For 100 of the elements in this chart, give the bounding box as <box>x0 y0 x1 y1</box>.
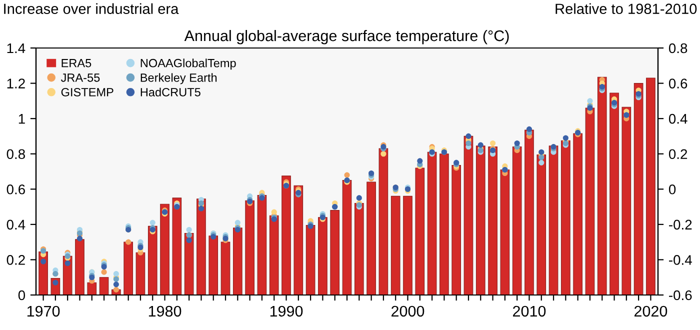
bar <box>245 200 254 295</box>
bar <box>646 78 656 295</box>
bar <box>124 242 133 295</box>
point <box>113 271 119 277</box>
point <box>526 126 532 132</box>
y2-tick-label: 0 <box>668 184 676 194</box>
bar <box>184 232 194 295</box>
x-tick-label: 1990 <box>270 306 303 317</box>
y-tick-label: 0 <box>18 290 26 300</box>
bar <box>354 202 364 295</box>
point <box>76 236 83 242</box>
point <box>356 195 362 201</box>
legend-label: HadCRUT5 <box>140 88 200 96</box>
bar <box>610 92 619 295</box>
point <box>40 258 46 264</box>
legend-label: JRA-55 <box>60 74 100 82</box>
bar <box>548 146 558 295</box>
bar <box>573 133 582 295</box>
bar <box>524 130 534 295</box>
bar <box>378 148 388 295</box>
y-tick-label: 0.6 <box>6 184 25 194</box>
y2-tick-label: 0.4 <box>668 114 688 124</box>
bar <box>282 176 291 295</box>
bar <box>342 180 352 295</box>
y2-tick-label: 0.6 <box>668 78 688 88</box>
bar <box>160 204 170 295</box>
point <box>186 226 192 232</box>
y-axis-title: Increase over industrial era <box>4 3 179 14</box>
bar <box>476 146 486 295</box>
legend-label: NOAAGlobalTemp <box>140 58 236 70</box>
bar <box>390 196 400 295</box>
point <box>466 133 472 139</box>
point <box>490 140 496 146</box>
bar <box>440 154 449 295</box>
bar <box>99 277 109 295</box>
bar <box>208 236 218 295</box>
bar <box>148 226 158 295</box>
bar <box>403 196 412 295</box>
y2-tick-label: -0.2 <box>669 220 692 230</box>
x-tick-label: 1980 <box>148 306 182 317</box>
point <box>271 209 277 215</box>
y-tick-label: 0.8 <box>6 149 25 160</box>
y2-tick-label: -0.4 <box>669 255 692 265</box>
point <box>64 260 70 266</box>
bar <box>172 198 182 295</box>
bar <box>136 252 146 295</box>
point <box>417 158 423 164</box>
bar <box>75 239 84 295</box>
bar <box>452 165 461 295</box>
bar <box>634 83 644 295</box>
bar <box>622 106 632 295</box>
point <box>344 172 350 178</box>
x-tick-label: 2020 <box>634 306 668 317</box>
bar <box>366 182 376 295</box>
y-tick-label: 1 <box>18 114 25 124</box>
bar <box>330 210 340 295</box>
y-tick-label: 1.4 <box>7 43 26 54</box>
bar <box>561 140 570 295</box>
point <box>113 286 119 292</box>
point <box>587 98 593 104</box>
x-tick-label: 2000 <box>392 306 424 317</box>
point <box>186 238 192 244</box>
bar <box>597 76 607 295</box>
point <box>52 280 58 286</box>
bar <box>306 225 316 295</box>
legend-label: Berkeley Earth <box>140 73 217 84</box>
bar <box>488 146 498 295</box>
bar <box>427 152 437 295</box>
point <box>126 239 132 245</box>
bar <box>87 282 97 295</box>
y2-tick-label: 0.8 <box>668 43 688 54</box>
bar <box>233 228 242 295</box>
y2-axis-title: Relative to 1981-2010 <box>556 3 697 14</box>
bar <box>464 136 474 295</box>
bar <box>257 195 267 295</box>
point <box>101 269 107 275</box>
point <box>113 282 119 288</box>
legend-label: ERA5 <box>62 59 92 68</box>
point <box>198 206 204 212</box>
bar <box>269 215 279 295</box>
y-tick-label: 1.2 <box>7 78 25 88</box>
y-tick-label: 0.4 <box>6 220 26 230</box>
point <box>150 220 156 226</box>
y2-tick-label: 0.2 <box>668 149 688 160</box>
bar <box>512 146 522 295</box>
bar <box>500 169 510 295</box>
bar <box>196 198 206 295</box>
point <box>234 220 240 226</box>
y2-tick-label: -0.6 <box>669 290 692 300</box>
point <box>514 140 520 146</box>
bar <box>318 217 328 295</box>
point <box>478 142 484 148</box>
bar <box>536 154 546 295</box>
y-tick-label: 0.2 <box>6 255 25 265</box>
x-tick-label: 2010 <box>513 306 546 317</box>
point <box>380 151 386 157</box>
bar <box>585 108 595 295</box>
x-tick-label: 1970 <box>27 306 60 317</box>
point <box>538 160 544 166</box>
point <box>562 135 568 141</box>
